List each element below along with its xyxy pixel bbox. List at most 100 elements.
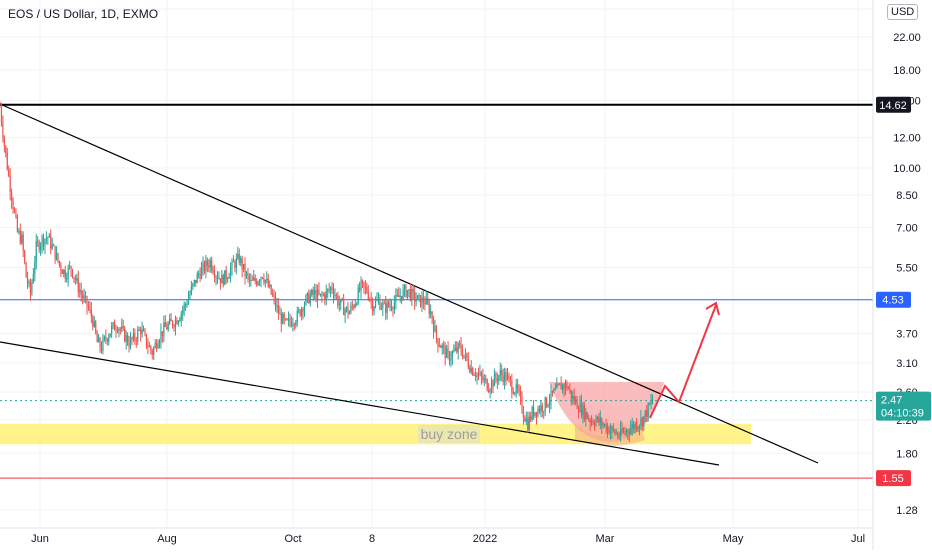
candle-body [321, 293, 323, 296]
candle-body [443, 345, 445, 347]
candle-body [203, 262, 206, 272]
candle-body [359, 287, 361, 291]
candle-body [543, 411, 545, 413]
candle-body [550, 390, 552, 402]
projection-arrowhead [705, 301, 720, 316]
candle-body [125, 335, 127, 342]
candle-body [214, 273, 216, 278]
candle-body [604, 424, 606, 426]
candle-body [225, 270, 227, 279]
candle-body [216, 276, 219, 279]
candle-body [132, 333, 134, 340]
candle-body [83, 296, 85, 299]
candle-body [276, 305, 278, 307]
candle-body [13, 209, 16, 212]
candle-body [212, 270, 214, 274]
lower-trendline [0, 341, 720, 466]
candle-body [302, 308, 304, 312]
candle-body [615, 433, 617, 435]
candle-body [592, 421, 594, 424]
candle-body [509, 377, 511, 381]
price-axis[interactable]: 2622.0018.0015.0012.0010.008.507.005.503… [872, 0, 932, 550]
candle-body [32, 274, 34, 283]
candle-body [15, 211, 17, 217]
candle-body [296, 311, 298, 323]
candle-body [370, 299, 372, 301]
candle-body [504, 372, 506, 382]
candle-body [446, 348, 448, 358]
candle-body [40, 245, 42, 251]
candle-body [512, 392, 514, 394]
candle-body [627, 430, 629, 433]
candle-body [200, 267, 203, 279]
candle-body [390, 305, 393, 309]
candle-body [280, 313, 282, 324]
candle-body [631, 424, 633, 429]
candle-body [99, 338, 101, 348]
candle-body [386, 302, 388, 313]
time-tick-label: Jun [31, 533, 49, 545]
candle-body [241, 258, 243, 270]
candle-body [431, 311, 433, 321]
candle-body [247, 272, 249, 276]
candle-body [337, 295, 339, 306]
candle-body [315, 290, 317, 300]
candle-body [79, 290, 81, 292]
candle-body [142, 329, 145, 332]
candle-body [90, 309, 92, 318]
candle-body [622, 431, 625, 433]
candle-body [372, 300, 374, 312]
candle-body [567, 388, 569, 390]
candle-body [393, 302, 395, 310]
candle-body [11, 192, 13, 201]
time-tick-label: 8 [369, 533, 375, 545]
candle-body [617, 433, 619, 437]
candle-body [540, 405, 542, 412]
candle-body [48, 235, 50, 238]
candle-body [3, 137, 5, 146]
candle-body [518, 388, 520, 392]
time-axis[interactable]: Jun Aug Oct 8 2022 Mar May Jul [0, 527, 873, 545]
candle-body [12, 200, 14, 210]
candle-body [477, 373, 480, 375]
upper-trendline [0, 103, 819, 464]
candle-body [118, 328, 120, 332]
candle-body [345, 306, 348, 310]
candle-body [156, 343, 158, 349]
level-price-tag [876, 291, 911, 308]
candle-body [519, 391, 522, 397]
candle-body [55, 252, 58, 260]
candle-body [19, 231, 21, 243]
candle-body [192, 283, 194, 287]
candle-body [144, 331, 146, 335]
candle-body [37, 241, 39, 243]
candle-body [254, 277, 256, 282]
candle-body [293, 324, 295, 326]
candle-body [238, 253, 240, 263]
candle-body [582, 405, 584, 416]
overlay-layer [649, 301, 720, 419]
candle-body [311, 289, 313, 296]
candle-body [98, 338, 100, 343]
candle-body [606, 427, 609, 432]
candle-body [224, 270, 226, 285]
buy-zone-label: buy zone [421, 426, 478, 442]
candle-body [290, 321, 293, 326]
candle-body [251, 280, 253, 282]
candle-body [624, 431, 626, 433]
candle-body [544, 397, 546, 412]
candle-body [100, 347, 103, 352]
candle-body [84, 296, 87, 298]
candle-body [260, 277, 262, 282]
candle-body [63, 269, 65, 274]
candle-body [327, 289, 329, 291]
time-tick-label: 2022 [473, 533, 497, 545]
candle-body [541, 405, 543, 412]
candle-body [31, 282, 33, 294]
candle-body [167, 323, 169, 330]
candle-body [231, 260, 233, 269]
candle-body [26, 277, 29, 284]
currency-button[interactable]: USD [887, 4, 919, 20]
